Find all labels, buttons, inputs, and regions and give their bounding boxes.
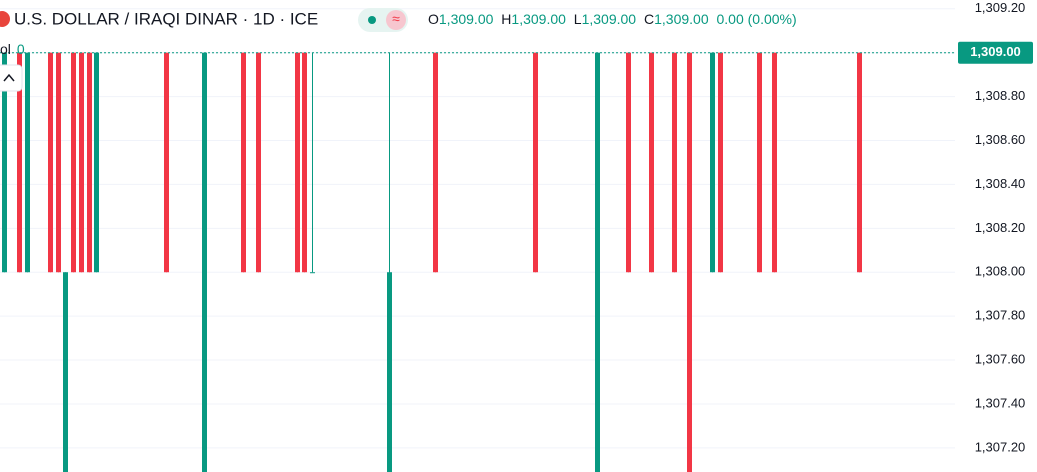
candle-body (202, 52, 207, 472)
candle-body (164, 52, 169, 273)
candle-body (718, 52, 723, 273)
candle-body (48, 52, 53, 273)
candle-body (757, 52, 762, 273)
candle-body (79, 52, 84, 273)
y-tick-label: 1,307.60 (975, 351, 1026, 366)
ohlc-legend: O1,309.00 H1,309.00 L1,309.00 C1,309.00 … (428, 11, 797, 27)
candle-body (595, 52, 600, 472)
collapse-icon (3, 73, 15, 82)
candle-body (772, 52, 777, 273)
market-dot (368, 16, 376, 24)
candle-body (17, 52, 22, 273)
open-value: 1,309.00 (439, 11, 494, 27)
last-price-label: 1,309.00 (970, 44, 1021, 59)
candle-body (710, 52, 715, 273)
y-tick-label: 1,308.60 (975, 132, 1026, 147)
candle-body (56, 52, 61, 273)
open-label: O (428, 11, 439, 27)
price-axis (955, 0, 1037, 472)
close-value: 1,309.00 (654, 11, 709, 27)
candle-body (63, 272, 68, 472)
delay-icon (386, 10, 406, 30)
close-label: C (644, 11, 654, 27)
candle-body (71, 52, 76, 273)
y-tick-label: 1,307.20 (975, 439, 1026, 454)
y-tick-label: 1,309.20 (975, 0, 1026, 15)
volume-legend: ol 0 (0, 41, 25, 57)
candle-body (25, 52, 30, 273)
candle-body (687, 52, 692, 472)
symbol-title[interactable]: U.S. DOLLAR / IRAQI DINAR · 1D · ICE (14, 9, 318, 28)
plot-area (0, 8, 955, 472)
candle-body (387, 272, 392, 472)
low-value: 1,309.00 (582, 11, 637, 27)
candle-body (302, 52, 307, 273)
delay-symbol: ≈ (392, 11, 400, 27)
high-label: H (501, 11, 511, 27)
candle-body (533, 52, 538, 273)
candle-body (626, 52, 631, 273)
candle-body (241, 52, 246, 273)
candle-body (87, 52, 92, 273)
high-value: 1,309.00 (511, 11, 566, 27)
candle-body (2, 52, 7, 273)
candle-body (94, 52, 99, 273)
candle-body (672, 52, 677, 273)
y-tick-label: 1,307.40 (975, 395, 1026, 410)
candle-body (310, 272, 315, 274)
candle-body (256, 52, 261, 273)
candle-body (857, 52, 862, 273)
last-price-badge (958, 41, 1033, 64)
y-tick-label: 1,308.80 (975, 88, 1026, 103)
y-tick-label: 1,308.20 (975, 220, 1026, 235)
candle-body (433, 52, 438, 273)
y-tick-label: 1,308.00 (975, 264, 1026, 279)
candle-body (295, 52, 300, 273)
volume-label: ol (0, 41, 11, 57)
symbol-icon[interactable] (0, 11, 10, 27)
low-label: L (574, 11, 582, 27)
change-value: 0.00 (0.00%) (717, 11, 797, 27)
y-tick-label: 1,307.80 (975, 308, 1026, 323)
y-tick-label: 1,308.40 (975, 176, 1026, 191)
volume-value: 0 (17, 41, 25, 57)
candle-body (649, 52, 654, 273)
